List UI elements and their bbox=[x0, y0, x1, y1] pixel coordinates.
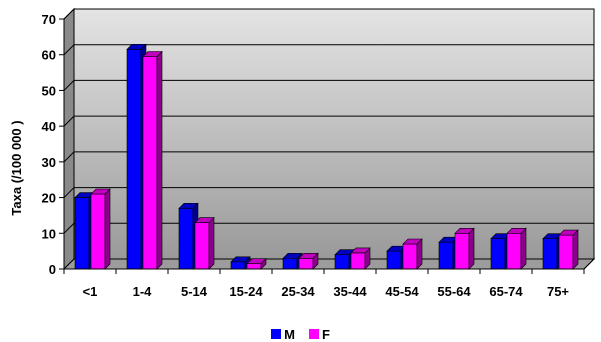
gridline bbox=[63, 151, 594, 163]
bar-top bbox=[298, 252, 319, 259]
y-tick-labels: 0 10 20 30 40 50 60 70 bbox=[42, 12, 56, 277]
bar-front bbox=[90, 193, 106, 270]
bar-front bbox=[334, 254, 350, 270]
bar-top bbox=[402, 238, 423, 245]
bar-top bbox=[178, 202, 199, 209]
bar-front bbox=[246, 263, 262, 270]
bar-front bbox=[506, 232, 522, 270]
y-tick-label: 10 bbox=[42, 226, 56, 241]
bar-front bbox=[350, 252, 366, 270]
legend-item-F: F bbox=[308, 326, 330, 342]
gridline bbox=[63, 44, 594, 56]
y-axis-label: Taxa (/100 000 ) bbox=[9, 120, 24, 215]
bar-top bbox=[90, 188, 111, 195]
bar-F-1-4 bbox=[142, 50, 163, 270]
x-tick-label: 55-64 bbox=[437, 284, 471, 299]
bar-F-55-64 bbox=[454, 227, 475, 270]
x-tick-label: 65-74 bbox=[489, 284, 523, 299]
bar-top bbox=[454, 227, 475, 234]
bar-F-5-14 bbox=[194, 216, 215, 270]
x-tick-label: 35-44 bbox=[333, 284, 367, 299]
y-tick-label: 70 bbox=[42, 12, 56, 27]
bar-front bbox=[402, 243, 418, 270]
axes bbox=[59, 18, 595, 274]
bar-side bbox=[468, 227, 475, 270]
y-tick-label: 40 bbox=[42, 119, 56, 134]
gridline bbox=[63, 222, 594, 234]
legend-swatch bbox=[308, 329, 319, 339]
bar-top bbox=[194, 217, 215, 223]
bar-side bbox=[156, 50, 163, 270]
bar-chart: 0 10 20 30 40 50 60 70 <1 1-4 5-14 15-24 25-34 35-44… bbox=[9, 7, 596, 299]
bar-side bbox=[572, 229, 579, 270]
bar-F-<1 bbox=[90, 188, 111, 270]
bar-front bbox=[490, 238, 506, 270]
gridline bbox=[63, 187, 594, 198]
bar-front bbox=[74, 197, 90, 270]
x-tick-label: 15-24 bbox=[229, 284, 263, 299]
y-tick-label: 20 bbox=[42, 191, 56, 206]
bar-F-25-34 bbox=[298, 252, 319, 270]
bar-top bbox=[282, 252, 303, 259]
bar-top bbox=[126, 44, 147, 50]
bar-front bbox=[558, 234, 574, 270]
floor-edge bbox=[583, 258, 595, 270]
bar-front bbox=[454, 232, 470, 270]
bar-F-35-44 bbox=[350, 247, 371, 270]
bar-top bbox=[142, 51, 163, 57]
bar-front bbox=[386, 250, 402, 270]
bar-front bbox=[230, 261, 246, 270]
bar-front bbox=[438, 241, 454, 270]
x-tick-label: 25-34 bbox=[281, 284, 315, 299]
bar-front bbox=[126, 49, 142, 270]
bar-front bbox=[142, 56, 158, 270]
gridlines bbox=[63, 8, 594, 234]
gridline bbox=[63, 115, 594, 127]
bar-side bbox=[520, 227, 527, 270]
gridline bbox=[63, 8, 594, 20]
x-tick-labels: <1 1-4 5-14 15-24 25-34 35-44 45-54 55-64 65-74 7… bbox=[83, 284, 570, 299]
bar-top bbox=[230, 256, 251, 263]
bar-side bbox=[208, 216, 215, 270]
legend-swatch bbox=[271, 329, 282, 339]
bar-front bbox=[282, 257, 298, 270]
gridline bbox=[63, 79, 594, 91]
bar-F-45-54 bbox=[402, 238, 423, 270]
y-tick-label: 60 bbox=[42, 48, 56, 63]
x-tick-label: 75+ bbox=[547, 284, 569, 299]
bar-front bbox=[194, 222, 210, 270]
x-tick-label: 1-4 bbox=[133, 284, 153, 299]
legend-label: F bbox=[321, 326, 330, 342]
bar-front bbox=[542, 238, 558, 270]
y-tick-label: 50 bbox=[42, 83, 56, 98]
x-tick-label: 5-14 bbox=[181, 284, 208, 299]
legend-label: M bbox=[284, 326, 295, 342]
side-wall bbox=[63, 7, 75, 271]
bar-side bbox=[104, 188, 111, 270]
bar-F-65-74 bbox=[506, 227, 527, 270]
bar-front bbox=[178, 207, 194, 270]
legend-item-M: M bbox=[271, 327, 295, 342]
x-tick-label: 45-54 bbox=[385, 284, 419, 299]
bar-F-75+ bbox=[558, 229, 579, 270]
y-tick-label: 30 bbox=[42, 155, 56, 170]
bar-front bbox=[298, 257, 314, 270]
bar-top bbox=[350, 247, 371, 254]
y-tick-label: 0 bbox=[49, 262, 56, 277]
bar-top bbox=[246, 258, 267, 264]
x-tick-label: <1 bbox=[83, 284, 98, 299]
bar-top bbox=[558, 229, 579, 236]
bar-top bbox=[506, 227, 527, 234]
